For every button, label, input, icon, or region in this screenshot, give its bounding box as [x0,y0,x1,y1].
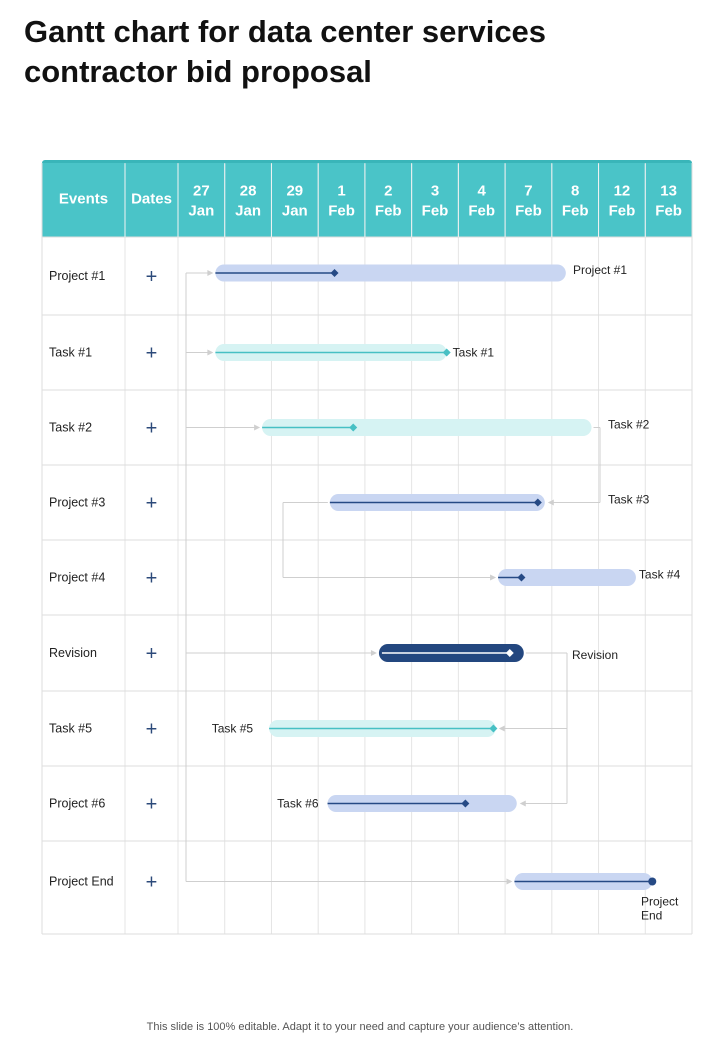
header-date-day: 28 [240,183,257,200]
progress-marker [648,877,657,886]
header-date-month: Feb [328,203,355,220]
header-date-month: Feb [609,203,636,220]
bar-label: End [641,909,662,923]
header-background [42,163,692,237]
progress-marker [505,649,514,657]
connector-arrow [370,650,377,656]
progress-marker [489,724,498,733]
header-dates: Dates [131,191,172,208]
connector-arrow [506,878,513,885]
progress-marker [349,423,358,432]
row-plus-icon: + [146,418,158,440]
connector-arrow [490,574,497,581]
progress-marker [330,269,339,277]
gantt-chart: Events Dates 27 Jan 28 Jan 29 Jan 1 Feb 2 Feb 3 Feb 4 F… [41,160,693,935]
header-date-month: Feb [422,203,449,220]
bar-label: Task #2 [608,418,650,432]
row-event-label: Revision [49,646,97,660]
bar-label: Task #5 [212,722,254,736]
row-event-label: Project #1 [49,269,105,283]
row-plus-icon: + [146,643,158,665]
row-plus-icon: + [146,266,158,288]
row-event-label: Project #3 [49,496,105,510]
header-date-day: 12 [614,183,631,200]
row-event-label: Project #4 [49,571,105,585]
row-event-label: Project End [49,875,114,889]
bar-label: Revision [572,648,618,662]
header-date-month: Feb [468,203,495,220]
bar-label: Task #6 [277,797,319,811]
connector-arrow [207,349,214,356]
header-date-day: 7 [524,183,532,200]
header-date-month: Feb [375,203,402,220]
header-date-day: 8 [571,183,579,200]
header-events: Events [59,191,108,208]
gantt-bar [498,569,636,586]
row-plus-icon: + [146,719,158,741]
header-date-day: 4 [478,183,487,200]
header-date-month: Jan [188,203,214,220]
row-plus-icon: + [146,343,158,365]
row-event-label: Task #1 [49,346,92,360]
header-date-month: Jan [282,203,308,220]
header-date-month: Jan [235,203,261,220]
header-date-day: 1 [337,183,345,200]
row-event-label: Project #6 [49,797,105,811]
row-plus-icon: + [146,872,158,894]
footer-note: This slide is 100% editable. Adapt it to… [146,1021,574,1033]
header-date-month: Feb [655,203,682,220]
header-date-day: 2 [384,183,392,200]
header-date-month: Feb [515,203,542,220]
title-line-1: Gantt chart for data center services [24,14,547,49]
gantt-bar [262,419,592,436]
header-date-month: Feb [562,203,589,220]
gantt-bar [215,264,566,282]
connector-arrow [547,499,554,506]
progress-marker [442,348,451,357]
header-date-day: 13 [660,183,677,200]
title-line-2: contractor bid proposal [24,54,372,89]
connector-arrow [498,725,505,732]
connector-arrow [519,800,526,807]
page-title: Gantt chart for data center services con… [24,12,684,92]
header-date-day: 27 [193,183,210,200]
progress-marker [461,799,470,808]
header-date-day: 29 [286,183,303,200]
header-date-day: 3 [431,183,439,200]
row-plus-icon: + [146,794,158,816]
connector-arrow [207,270,214,276]
bar-label: Project #1 [573,263,627,277]
row-event-label: Task #2 [49,421,92,435]
row-event-label: Task #5 [49,722,92,736]
bar-label: Task #1 [453,346,495,360]
row-plus-icon: + [146,568,158,590]
bar-label: Project [641,895,679,909]
row-plus-icon: + [146,493,158,515]
bar-label: Task #4 [639,568,681,582]
progress-marker [517,573,526,582]
bar-label: Task #3 [608,493,650,507]
connector-arrow [254,424,261,431]
progress-marker [533,498,542,507]
